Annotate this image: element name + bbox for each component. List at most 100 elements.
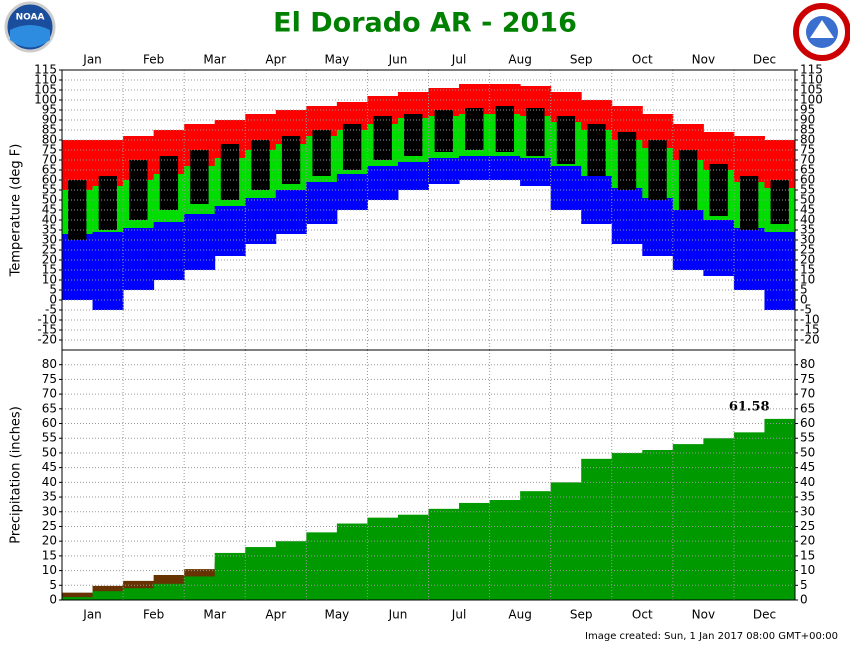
x-tick-label: Aug (508, 608, 531, 622)
precip-step (245, 547, 277, 600)
record-low-band (184, 214, 216, 270)
precip-step (214, 552, 246, 600)
observed-range (220, 144, 240, 200)
observed-range (465, 108, 484, 150)
y-tick-label: -5 (800, 303, 812, 317)
y-tick-label: 45 (42, 460, 57, 474)
record-low-band (764, 232, 796, 310)
y-tick-label: 110 (800, 73, 823, 87)
observed-range (740, 176, 759, 230)
x-tick-label: Jul (451, 608, 466, 622)
y-tick-label: 25 (800, 519, 815, 533)
observed-range (342, 124, 362, 170)
precip-step (62, 597, 94, 600)
observed-range (159, 156, 179, 210)
x-tick-label: Apr (265, 53, 286, 67)
y-tick-label: 70 (800, 387, 815, 401)
x-tick-label: Sep (570, 53, 593, 67)
x-tick-label: Jan (82, 53, 102, 67)
y-tick-label: 60 (800, 416, 815, 430)
observed-range (98, 176, 117, 230)
x-tick-label: Feb (143, 53, 164, 67)
y-tick-label: 30 (800, 233, 815, 247)
y-tick-label: 105 (800, 83, 823, 97)
y-axis-label: Temperature (deg F) (9, 144, 24, 278)
record-low-band (245, 198, 277, 244)
y-tick-label: 55 (800, 183, 815, 197)
record-low-band (306, 182, 338, 224)
precip-step (703, 438, 735, 600)
y-tick-label: 75 (800, 143, 815, 157)
record-low-band (397, 162, 429, 190)
y-tick-label: 75 (800, 372, 815, 386)
y-tick-label: 65 (800, 401, 815, 415)
y-tick-label: 55 (42, 431, 57, 445)
x-tick-label: Jan (82, 608, 102, 622)
y-tick-label: 30 (42, 504, 57, 518)
y-tick-label: 115 (800, 63, 823, 77)
y-tick-label: 10 (800, 563, 815, 577)
y-tick-label: 25 (42, 519, 57, 533)
y-tick-label: -15 (37, 323, 57, 337)
x-tick-label: Oct (632, 53, 653, 67)
y-tick-label: 5 (800, 578, 808, 592)
y-tick-label: -10 (800, 313, 820, 327)
y-tick-label: -20 (37, 333, 57, 347)
y-tick-label: 50 (800, 445, 815, 459)
y-tick-label: 10 (800, 273, 815, 287)
record-high-band (733, 136, 765, 182)
x-tick-label: Aug (508, 53, 531, 67)
x-tick-label: Oct (632, 608, 653, 622)
observed-range (129, 160, 148, 220)
precip-step (428, 508, 460, 600)
y-tick-label: 55 (800, 431, 815, 445)
observed-range (526, 108, 545, 156)
record-low-band (703, 220, 735, 276)
plot-frame (61, 349, 796, 601)
observed-range (373, 116, 392, 160)
logo-text: NOAA (16, 13, 45, 23)
record-high-band (397, 92, 429, 118)
y-tick-label: 85 (42, 123, 57, 137)
record-low-band (642, 198, 674, 256)
y-tick-label: 15 (42, 263, 57, 277)
y-tick-label: 40 (42, 475, 57, 489)
record-low-band (214, 206, 246, 256)
nws-logo (793, 3, 850, 61)
y-tick-label: 65 (42, 163, 57, 177)
y-tick-label: 45 (42, 203, 57, 217)
y-tick-label: 25 (42, 243, 57, 257)
y-tick-label: 105 (34, 83, 57, 97)
y-tick-label: -10 (37, 313, 57, 327)
precip-step (123, 588, 155, 600)
observed-range (556, 116, 576, 164)
observed-range (404, 114, 423, 156)
y-tick-label: 70 (42, 387, 57, 401)
y-tick-label: 15 (42, 548, 57, 562)
precip-step (184, 576, 216, 600)
y-tick-label: 20 (42, 534, 57, 548)
y-tick-label: 0 (800, 293, 808, 307)
precip-step (62, 592, 94, 600)
x-tick-label: Apr (265, 608, 286, 622)
y-tick-label: 40 (800, 475, 815, 489)
footer: Image created: Sun, 1 Jan 2017 08:00 GMT… (585, 631, 838, 642)
y-tick-label: -5 (45, 303, 57, 317)
y-tick-label: 80 (800, 357, 815, 371)
y-tick-label: 100 (800, 93, 823, 107)
y-tick-label: 10 (42, 563, 57, 577)
x-tick-label: May (324, 53, 349, 67)
record-low-band (275, 190, 307, 234)
observed-range (251, 140, 270, 190)
record-low-band (336, 174, 368, 210)
observed-range (434, 110, 453, 152)
precip-step (764, 418, 796, 600)
y-tick-label: -20 (800, 333, 820, 347)
observed-range (709, 164, 728, 216)
y-tick-label: 25 (800, 243, 815, 257)
y-tick-label: 20 (800, 534, 815, 548)
x-tick-label: Mar (203, 53, 226, 67)
y-tick-label: 65 (800, 163, 815, 177)
y-tick-label: 80 (42, 133, 57, 147)
